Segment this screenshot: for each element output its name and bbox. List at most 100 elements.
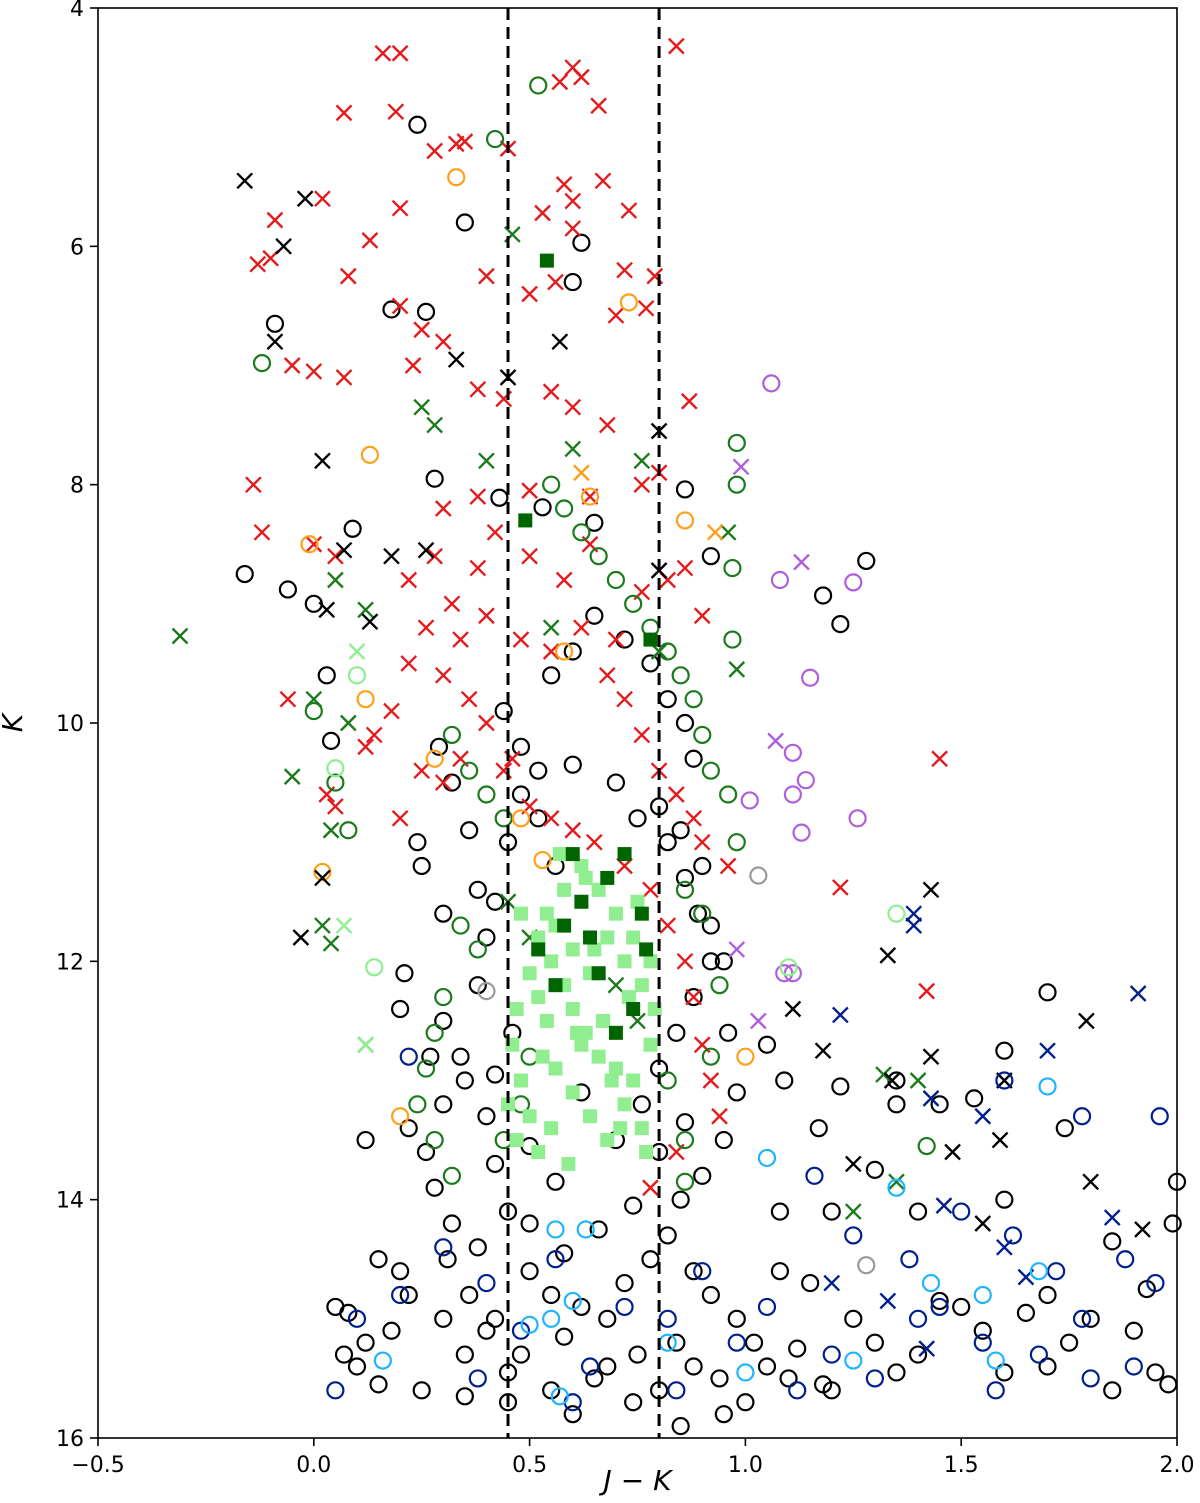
data-point	[749, 866, 768, 885]
data-point	[719, 857, 737, 875]
data-point	[580, 487, 600, 506]
data-point	[339, 267, 357, 285]
data-point	[399, 1119, 418, 1138]
data-point	[857, 551, 876, 571]
data-point	[1072, 1309, 1092, 1328]
data-point	[587, 942, 602, 957]
data-point	[335, 541, 353, 559]
y-tick-label: 4	[70, 0, 84, 22]
data-point	[494, 809, 513, 828]
data-point	[391, 1107, 410, 1126]
data-point	[542, 619, 560, 637]
data-point	[658, 1309, 677, 1328]
data-point	[831, 614, 850, 634]
data-point	[1029, 1345, 1048, 1364]
data-point	[908, 1309, 928, 1328]
y-tick-label: 10	[56, 712, 84, 737]
data-point	[671, 821, 690, 840]
data-point	[788, 1339, 807, 1358]
data-point	[391, 1285, 410, 1305]
data-point	[1082, 1173, 1100, 1191]
data-point	[573, 619, 590, 637]
data-point	[521, 482, 538, 499]
data-point	[245, 476, 262, 494]
data-point	[887, 1363, 906, 1382]
data-point	[727, 1309, 746, 1328]
data-point	[626, 1002, 641, 1016]
data-point	[429, 737, 449, 756]
data-point	[693, 856, 712, 876]
data-point	[357, 738, 374, 756]
series-16	[477, 866, 876, 1275]
data-point	[921, 1273, 941, 1293]
data-point	[727, 833, 746, 852]
y-axis-label: K	[0, 711, 29, 732]
data-point	[832, 1006, 849, 1024]
series-8	[740, 374, 867, 983]
data-point	[675, 480, 695, 499]
data-point	[357, 601, 374, 619]
data-point	[572, 233, 591, 252]
data-point	[292, 929, 310, 946]
data-point	[477, 1107, 496, 1126]
data-point	[373, 1351, 392, 1370]
data-point	[374, 44, 392, 62]
data-point	[477, 785, 496, 804]
data-point	[321, 731, 341, 750]
data-point	[600, 870, 615, 885]
data-point	[416, 1059, 436, 1078]
data-point	[591, 882, 606, 897]
data-point	[675, 868, 695, 888]
data-point	[339, 821, 358, 840]
data-point	[347, 1309, 367, 1328]
data-point	[714, 952, 733, 971]
data-point	[522, 1109, 537, 1124]
data-point	[314, 917, 331, 934]
data-point	[327, 547, 344, 565]
data-point	[639, 1145, 654, 1159]
data-point	[995, 1041, 1014, 1060]
data-point	[542, 383, 560, 401]
data-point	[865, 1333, 884, 1352]
data-point	[922, 1048, 940, 1066]
data-point	[546, 1250, 565, 1269]
data-point	[564, 821, 582, 839]
data-point	[564, 398, 582, 416]
data-point	[630, 894, 645, 909]
data-point	[642, 1179, 659, 1197]
data-point	[693, 1262, 712, 1281]
data-point	[534, 204, 551, 222]
data-point	[387, 103, 405, 121]
data-point	[604, 1073, 619, 1088]
data-point	[908, 1345, 928, 1364]
data-point	[922, 881, 940, 899]
data-point	[511, 785, 531, 804]
data-point	[235, 564, 254, 584]
data-point	[1038, 983, 1057, 1002]
data-point	[598, 666, 616, 684]
data-point	[546, 1172, 565, 1191]
data-point	[521, 285, 538, 303]
data-point	[667, 37, 685, 55]
data-point	[313, 862, 332, 882]
data-point	[719, 1023, 738, 1042]
data-point	[283, 768, 301, 785]
data-point	[348, 643, 366, 660]
data-point	[887, 1178, 906, 1197]
data-point	[498, 1393, 518, 1412]
data-point	[563, 755, 582, 774]
data-point	[555, 176, 573, 193]
data-point	[266, 333, 284, 351]
data-point	[520, 1214, 539, 1233]
x-tick-label: 1.0	[728, 1453, 763, 1478]
data-point	[513, 906, 528, 921]
data-point	[399, 1285, 418, 1305]
data-point	[383, 547, 400, 565]
data-point	[477, 1321, 496, 1340]
data-point	[995, 1190, 1014, 1209]
series-5	[518, 253, 658, 1040]
data-point	[252, 354, 272, 373]
data-point	[395, 964, 414, 983]
data-point	[643, 954, 658, 969]
data-point	[589, 1220, 608, 1239]
